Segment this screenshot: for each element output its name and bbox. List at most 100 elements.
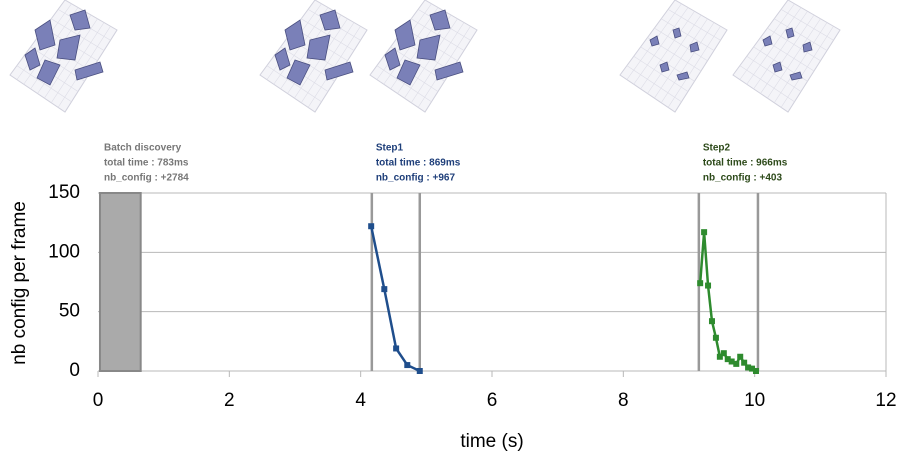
thumb-shape [284,19,306,51]
thumb-shape [416,34,441,61]
shaded-region [98,192,142,372]
thumb-shape [69,9,91,31]
thumb-shape [396,59,421,86]
thumb-shape [659,61,670,73]
data-point [701,229,708,236]
thumbnail [369,0,478,113]
thumb-shape [785,27,795,39]
data-point [708,318,715,325]
y-tick-label: 50 [59,301,80,322]
x-tick-label: 4 [355,390,366,411]
thumb-shape [762,35,773,47]
thumb-shape [394,19,416,51]
thumb-shape [676,71,690,81]
thumb-grid [654,18,708,99]
annotation-title: Step2 [703,143,731,154]
data-point [404,362,411,369]
thumb-shape [319,9,341,31]
thumb-shape [429,9,451,31]
data-point [720,350,727,357]
x-tick-label: 8 [618,390,629,411]
thumb-shape [789,71,803,81]
thumb-grid [667,9,721,41]
data-point [393,345,400,352]
thumb-grid [51,18,105,51]
thumb-shape [689,41,700,53]
thumb-shape [802,41,813,53]
data-point [368,223,375,230]
thumbnail [619,0,728,113]
thumb-shape [672,27,682,39]
thumb-grid [411,18,465,51]
annotation-text: total time : 869ms [376,158,461,169]
thumb-shape [24,47,41,71]
thumbnail [732,0,841,113]
data-point [705,282,712,289]
x-tick-label: 6 [487,390,498,411]
thumb-grid [300,22,355,103]
thumbnails [9,0,841,113]
thumb-shape [34,19,56,51]
annotation-text: total time : 966ms [703,158,788,169]
thumb-shape [324,61,354,81]
data-point [716,353,723,360]
thumb-grid [301,18,355,51]
thumb-shape [286,59,311,86]
data-point [381,286,388,293]
data-point [737,353,744,360]
data-point [752,368,759,374]
data-point [697,280,704,287]
x-axis-label: time (s) [460,431,523,452]
thumb-shape [384,47,401,71]
annotation-title: Batch discovery [104,143,182,154]
thumb-plane [732,0,841,113]
thumb-shape [74,61,104,81]
thumb-shape [56,34,81,61]
annotation-text: nb_config : +967 [376,173,456,184]
data-point [416,368,423,374]
thumb-grid [773,22,828,103]
thumb-shape [649,35,660,47]
data-point [749,365,756,372]
x-tick-label: 10 [744,390,765,411]
y-tick-label: 0 [69,360,80,381]
thumb-grid [667,26,721,108]
thumbnail [9,0,118,113]
thumb-grid [780,26,834,108]
thumb-shape [36,59,61,86]
thumb-grid [660,22,715,103]
data-point [745,364,752,371]
thumb-shape [772,61,783,73]
thumb-grid [767,18,821,99]
annotation-text: nb_config : +403 [703,173,783,184]
x-tick-label: 2 [224,390,235,411]
y-tick-label: 100 [48,241,80,262]
annotation-text: total time : 783ms [104,158,189,169]
thumb-grid [774,18,828,51]
series-line [698,232,757,373]
y-tick-label: 150 [48,182,80,203]
thumb-grid [780,9,834,41]
thumb-grid [654,27,708,62]
data-point [741,359,748,366]
thumb-plane [619,0,728,113]
thumb-grid [661,18,715,51]
thumb-shape [274,47,291,71]
x-tick-label: 0 [93,390,104,411]
thumb-grid [760,14,815,94]
y-axis-label: nb config per frame [9,201,30,365]
annotation-text: nb_config : +2784 [104,173,189,184]
thumb-grid [410,22,465,103]
data-point [724,356,731,363]
annotation-title: Step1 [376,143,404,154]
thumb-grid [647,14,702,94]
x-tick-label: 12 [875,390,896,411]
thumb-grid [767,27,821,62]
thumbnail [259,0,368,113]
thumb-shape [434,61,464,81]
data-point [728,358,735,365]
thumb-shape [306,34,331,61]
thumb-grid [50,22,105,103]
